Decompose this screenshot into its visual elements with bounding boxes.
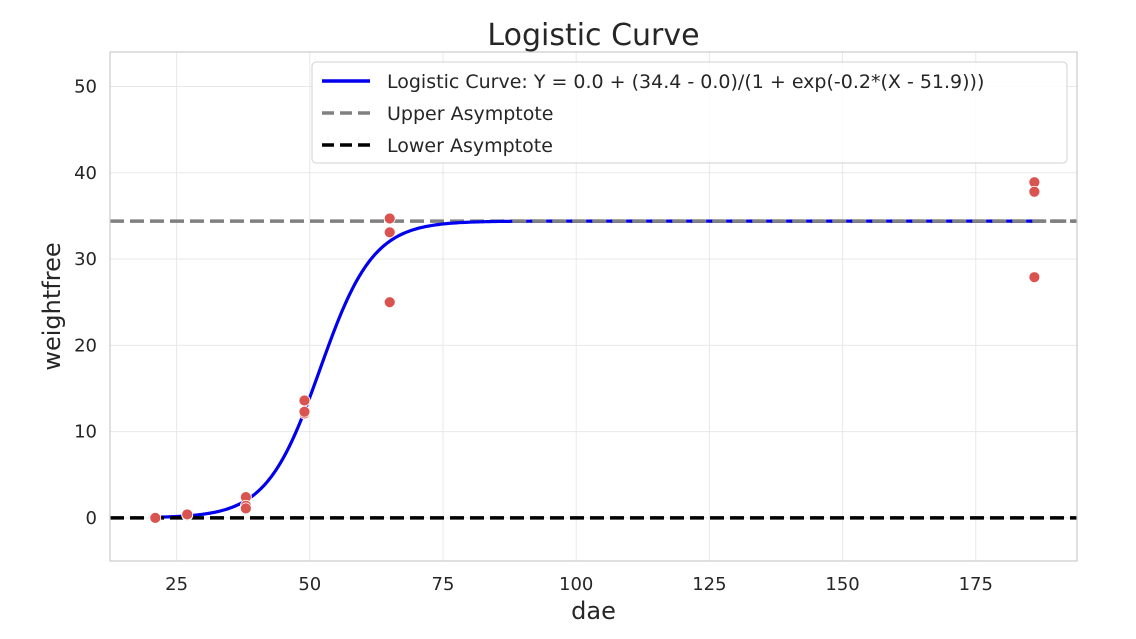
data-point <box>1028 271 1041 284</box>
data-point <box>298 405 311 418</box>
x-tick-label: 50 <box>298 574 321 595</box>
data-point <box>383 226 396 239</box>
x-axis: 25 50 75 100 125 150 175 <box>165 574 993 595</box>
legend: Logistic Curve: Y = 0.0 + (34.4 - 0.0)/(… <box>311 61 1068 164</box>
x-tick-label: 175 <box>959 574 993 595</box>
chart-title: Logistic Curve <box>487 18 699 53</box>
plot-area <box>110 176 1077 524</box>
data-point <box>383 212 396 225</box>
plot-frame <box>109 51 1078 562</box>
x-axis-label: dae <box>571 597 616 625</box>
data-point <box>181 508 194 521</box>
legend-label: Lower Asymptote <box>387 135 553 157</box>
y-tick-label: 50 <box>74 77 97 98</box>
data-point <box>149 511 162 524</box>
x-tick-label: 150 <box>825 574 859 595</box>
y-tick-label: 20 <box>74 335 97 356</box>
data-point <box>1028 185 1041 198</box>
y-tick-label: 40 <box>74 163 97 184</box>
legend-box <box>311 61 1068 164</box>
legend-label: Logistic Curve: Y = 0.0 + (34.4 - 0.0)/(… <box>387 71 984 93</box>
x-tick-label: 75 <box>432 574 455 595</box>
x-tick-label: 25 <box>165 574 188 595</box>
x-tick-label: 125 <box>692 574 726 595</box>
y-tick-label: 30 <box>74 249 97 270</box>
data-point <box>239 502 252 515</box>
legend-label: Upper Asymptote <box>387 103 554 125</box>
y-tick-label: 10 <box>74 422 97 443</box>
y-tick-label: 0 <box>86 508 97 529</box>
data-point <box>383 296 396 309</box>
data-point <box>298 394 311 407</box>
x-tick-label: 100 <box>559 574 593 595</box>
y-axis-label: weightfree <box>38 242 66 370</box>
y-axis: 0 10 20 30 40 50 <box>74 77 97 529</box>
